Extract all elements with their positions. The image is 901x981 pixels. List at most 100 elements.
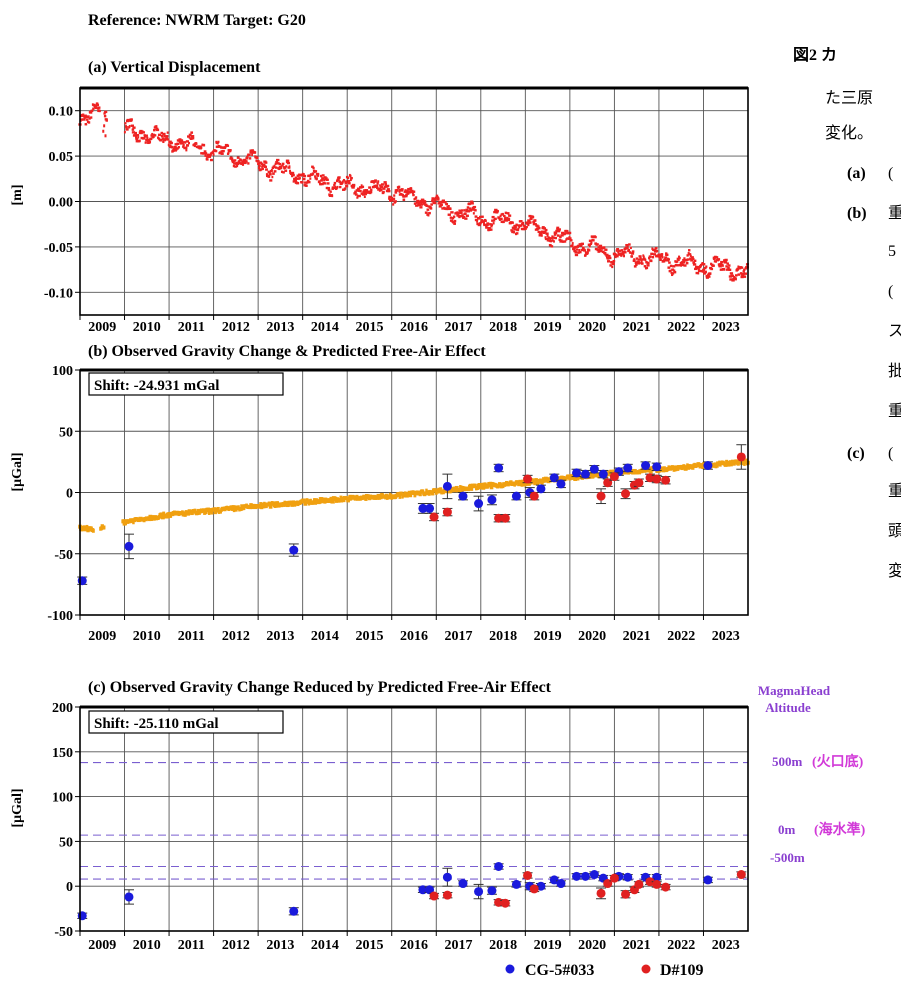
- displacement-point: [96, 103, 100, 107]
- displacement-point: [189, 137, 193, 141]
- caption-item-c-text-1: (: [888, 445, 893, 462]
- displacement-point: [685, 258, 688, 262]
- free-air-point: [536, 480, 540, 485]
- displacement-point: [261, 165, 264, 168]
- d109-point: [652, 474, 662, 484]
- displacement-point: [630, 246, 632, 250]
- displacement-point: [190, 131, 194, 134]
- displacement-point: [569, 237, 572, 240]
- d109-point: [621, 889, 631, 899]
- displacement-point: [725, 268, 729, 271]
- displacement-point: [615, 255, 619, 258]
- displacement-point: [700, 269, 703, 273]
- displacement-point: [142, 137, 146, 140]
- displacement-point: [321, 177, 325, 180]
- displacement-point: [102, 129, 105, 133]
- displacement-point: [383, 185, 386, 189]
- displacement-point: [605, 253, 609, 257]
- free-air-point: [384, 493, 388, 498]
- displacement-point: [149, 137, 153, 141]
- displacement-point: [300, 173, 304, 177]
- x-tick-label: 2011: [178, 320, 205, 335]
- displacement-point: [560, 239, 563, 242]
- displacement-point: [212, 153, 215, 156]
- displacement-point: [361, 185, 365, 189]
- displacement-point: [664, 256, 668, 259]
- displacement-point: [624, 251, 627, 254]
- displacement-point: [567, 237, 571, 240]
- displacement-point: [589, 242, 593, 246]
- free-air-point: [661, 468, 666, 473]
- displacement-point: [722, 268, 726, 271]
- displacement-point: [549, 239, 553, 243]
- x-tick-label: 2018: [489, 938, 517, 953]
- displacement-point: [520, 220, 523, 223]
- x-tick-label: 2012: [222, 629, 250, 644]
- displacement-point: [573, 249, 577, 253]
- displacement-point: [489, 228, 493, 231]
- x-tick-label: 2009: [88, 320, 116, 335]
- displacement-point: [604, 248, 608, 251]
- displacement-point: [270, 168, 273, 172]
- displacement-point: [502, 220, 505, 223]
- y-tick-label: -50: [54, 925, 73, 940]
- displacement-point: [640, 262, 644, 265]
- free-air-point: [418, 492, 422, 497]
- displacement-point: [251, 149, 254, 152]
- displacement-point: [371, 180, 375, 183]
- displacement-point: [320, 179, 323, 182]
- displacement-point: [558, 238, 562, 241]
- displacement-point: [173, 145, 177, 149]
- displacement-point: [311, 165, 314, 168]
- displacement-point: [278, 162, 282, 166]
- displacement-point: [356, 196, 359, 199]
- displacement-point: [623, 254, 625, 258]
- cg5-point: [487, 886, 497, 896]
- displacement-point: [532, 222, 536, 226]
- displacement-point: [309, 177, 312, 180]
- displacement-point: [566, 232, 570, 235]
- displacement-point: [240, 162, 244, 165]
- displacement-point: [721, 264, 724, 267]
- displacement-point: [391, 196, 394, 200]
- displacement-point: [737, 273, 741, 276]
- displacement-point: [295, 177, 299, 180]
- displacement-point: [514, 225, 517, 229]
- legend-d109-marker: [641, 964, 651, 974]
- free-air-point: [483, 482, 487, 487]
- displacement-point: [551, 236, 556, 239]
- grid-layer: [80, 88, 748, 931]
- displacement-point: [742, 270, 745, 273]
- cg5-point: [442, 872, 452, 882]
- displacement-point: [411, 191, 414, 195]
- displacement-point: [587, 243, 591, 246]
- displacement-point: [244, 160, 248, 163]
- displacement-point: [207, 155, 211, 158]
- displacement-point: [715, 256, 719, 259]
- legend-cg5-label: CG-5#033: [525, 962, 594, 979]
- caption-item-b: (b): [847, 205, 867, 222]
- displacement-point: [236, 164, 239, 168]
- displacement-point: [408, 190, 412, 194]
- cg5-point: [623, 463, 633, 473]
- x-tick-label: 2009: [88, 629, 116, 644]
- displacement-point: [387, 189, 391, 193]
- displacement-point: [661, 256, 664, 259]
- displacement-point: [388, 195, 392, 199]
- displacement-point: [466, 206, 470, 209]
- displacement-point: [553, 231, 556, 234]
- cg5-point: [556, 879, 566, 889]
- displacement-point: [714, 260, 717, 263]
- displacement-point: [551, 239, 554, 242]
- free-air-point: [148, 517, 151, 522]
- displacement-point: [349, 174, 352, 178]
- displacement-point: [131, 128, 135, 131]
- x-tick-label: 2011: [178, 938, 205, 953]
- displacement-point: [325, 177, 328, 180]
- displacement-point: [282, 171, 285, 174]
- displacement-point: [739, 266, 744, 269]
- free-air-point: [162, 511, 166, 516]
- displacement-point: [205, 152, 208, 155]
- displacement-point: [575, 248, 579, 251]
- displacement-point: [351, 186, 355, 189]
